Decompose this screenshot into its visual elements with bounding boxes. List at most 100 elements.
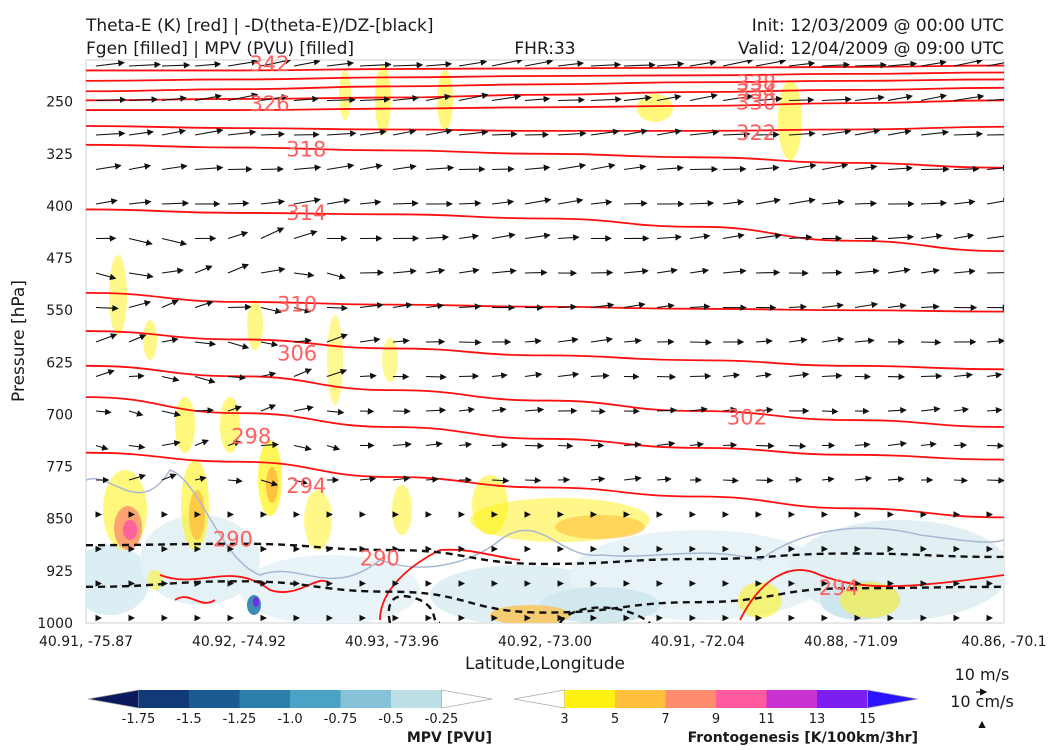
wind-vector — [854, 200, 878, 207]
y-tick-label: 850 — [46, 512, 73, 528]
wind-vector — [491, 130, 518, 138]
wind-vector — [689, 92, 718, 102]
wind-vector — [227, 440, 241, 447]
fill-region — [490, 605, 570, 623]
contour-label: 302 — [727, 405, 767, 429]
wind-vector — [821, 199, 845, 206]
wind-vector — [953, 93, 985, 102]
wind-vector — [524, 197, 552, 205]
wind-vector — [458, 267, 480, 275]
wind-vector — [260, 227, 285, 239]
wind-vector — [755, 95, 783, 103]
wind-vector — [590, 96, 622, 103]
colorbar-tick-label: 7 — [661, 712, 669, 727]
y-tick-label: 700 — [46, 407, 73, 423]
y-tick-label: 625 — [46, 355, 73, 371]
wind-vector — [953, 165, 980, 173]
wind-vector — [491, 93, 522, 102]
colorbar-extend-right — [441, 689, 493, 709]
wind-vector — [689, 406, 708, 413]
wind-vector — [854, 337, 875, 345]
wind-vector — [458, 92, 489, 102]
theta-e-contour — [86, 364, 1004, 428]
wind-vector — [557, 303, 578, 311]
contour-label: 326 — [250, 92, 290, 116]
wind-vector — [293, 229, 318, 240]
stability-dashed-contour — [86, 542, 1004, 566]
wind-vector — [986, 337, 1004, 345]
x-tick-label: 40.93, -73.96 — [345, 634, 439, 650]
contour-label: 298 — [231, 425, 271, 449]
wind-vector — [953, 268, 976, 275]
wind-vector — [491, 441, 509, 449]
wind-vector — [326, 60, 355, 67]
wind-vector — [623, 267, 649, 275]
wind-vector — [194, 300, 214, 309]
wind-vector — [425, 164, 455, 172]
wind-vector — [854, 128, 881, 136]
wind-vector — [953, 441, 968, 449]
wind-vector — [953, 130, 984, 138]
wind-vector — [95, 444, 109, 451]
wind-vector — [557, 234, 580, 241]
vector-key-label-ms: 10 m/s — [955, 665, 1010, 684]
wind-vector — [755, 232, 782, 240]
wind-vector — [920, 93, 948, 102]
wind-vector — [359, 96, 391, 103]
colorbar-swatch — [817, 690, 868, 708]
wind-vector — [392, 163, 417, 171]
wind-vector — [458, 441, 473, 449]
wind-vector — [656, 233, 682, 241]
wind-vector — [359, 475, 377, 483]
wind-vector — [854, 441, 871, 449]
wind-vector — [524, 164, 551, 172]
wind-vector — [293, 368, 312, 378]
wind-vector — [557, 442, 574, 450]
wind-vector — [425, 234, 450, 241]
title-center: FHR:33 — [514, 39, 575, 59]
fill-region — [327, 315, 343, 405]
theta-e-contour — [159, 574, 331, 593]
fill-region — [392, 485, 412, 535]
wind-vector — [689, 199, 715, 207]
wind-vector — [95, 369, 115, 378]
y-tick-label: 400 — [46, 199, 73, 215]
theta-e-contour — [174, 596, 216, 604]
wind-vector — [161, 440, 181, 447]
colorbar-tick-label: 13 — [809, 712, 826, 727]
fill-region — [86, 545, 150, 615]
wind-vector — [425, 440, 443, 448]
wind-vector — [326, 197, 351, 205]
wind-vector — [128, 473, 146, 481]
wind-vector — [227, 60, 259, 67]
wind-vector — [260, 130, 286, 138]
theta-e-contour — [739, 569, 1004, 621]
wind-vector — [458, 200, 482, 207]
title-right-line2: Valid: 12/04/2009 @ 09:00 UTC — [738, 39, 1004, 59]
wind-vector — [359, 163, 383, 171]
wind-vector — [656, 164, 684, 172]
wind-vector — [887, 164, 913, 172]
wind-vector — [326, 130, 357, 137]
frontogenesis-colorbar: 3 5 7 9 11 13 15 — [513, 689, 919, 727]
wind-vector — [227, 92, 259, 102]
wind-vector — [557, 60, 585, 67]
wind-vector — [821, 96, 852, 103]
wind-vector — [260, 94, 289, 102]
wind-vector — [161, 375, 180, 383]
contour-label: 310 — [277, 293, 317, 317]
wind-vector — [887, 440, 908, 448]
x-axis-label: Latitude,Longitude — [465, 654, 625, 674]
wind-vector — [887, 407, 907, 414]
wind-vector — [920, 60, 947, 67]
wind-vector — [722, 165, 747, 173]
wind-vector — [128, 237, 153, 246]
wind-vector — [425, 302, 444, 310]
colorbar-swatch — [391, 690, 442, 708]
x-tick-label: 40.92, -74.92 — [192, 634, 286, 650]
wind-vector — [788, 303, 807, 311]
wind-vector — [524, 371, 543, 379]
wind-vector — [491, 477, 510, 484]
vector-key-label-cms: 10 cm/s — [950, 692, 1014, 711]
fill-region — [738, 582, 782, 618]
